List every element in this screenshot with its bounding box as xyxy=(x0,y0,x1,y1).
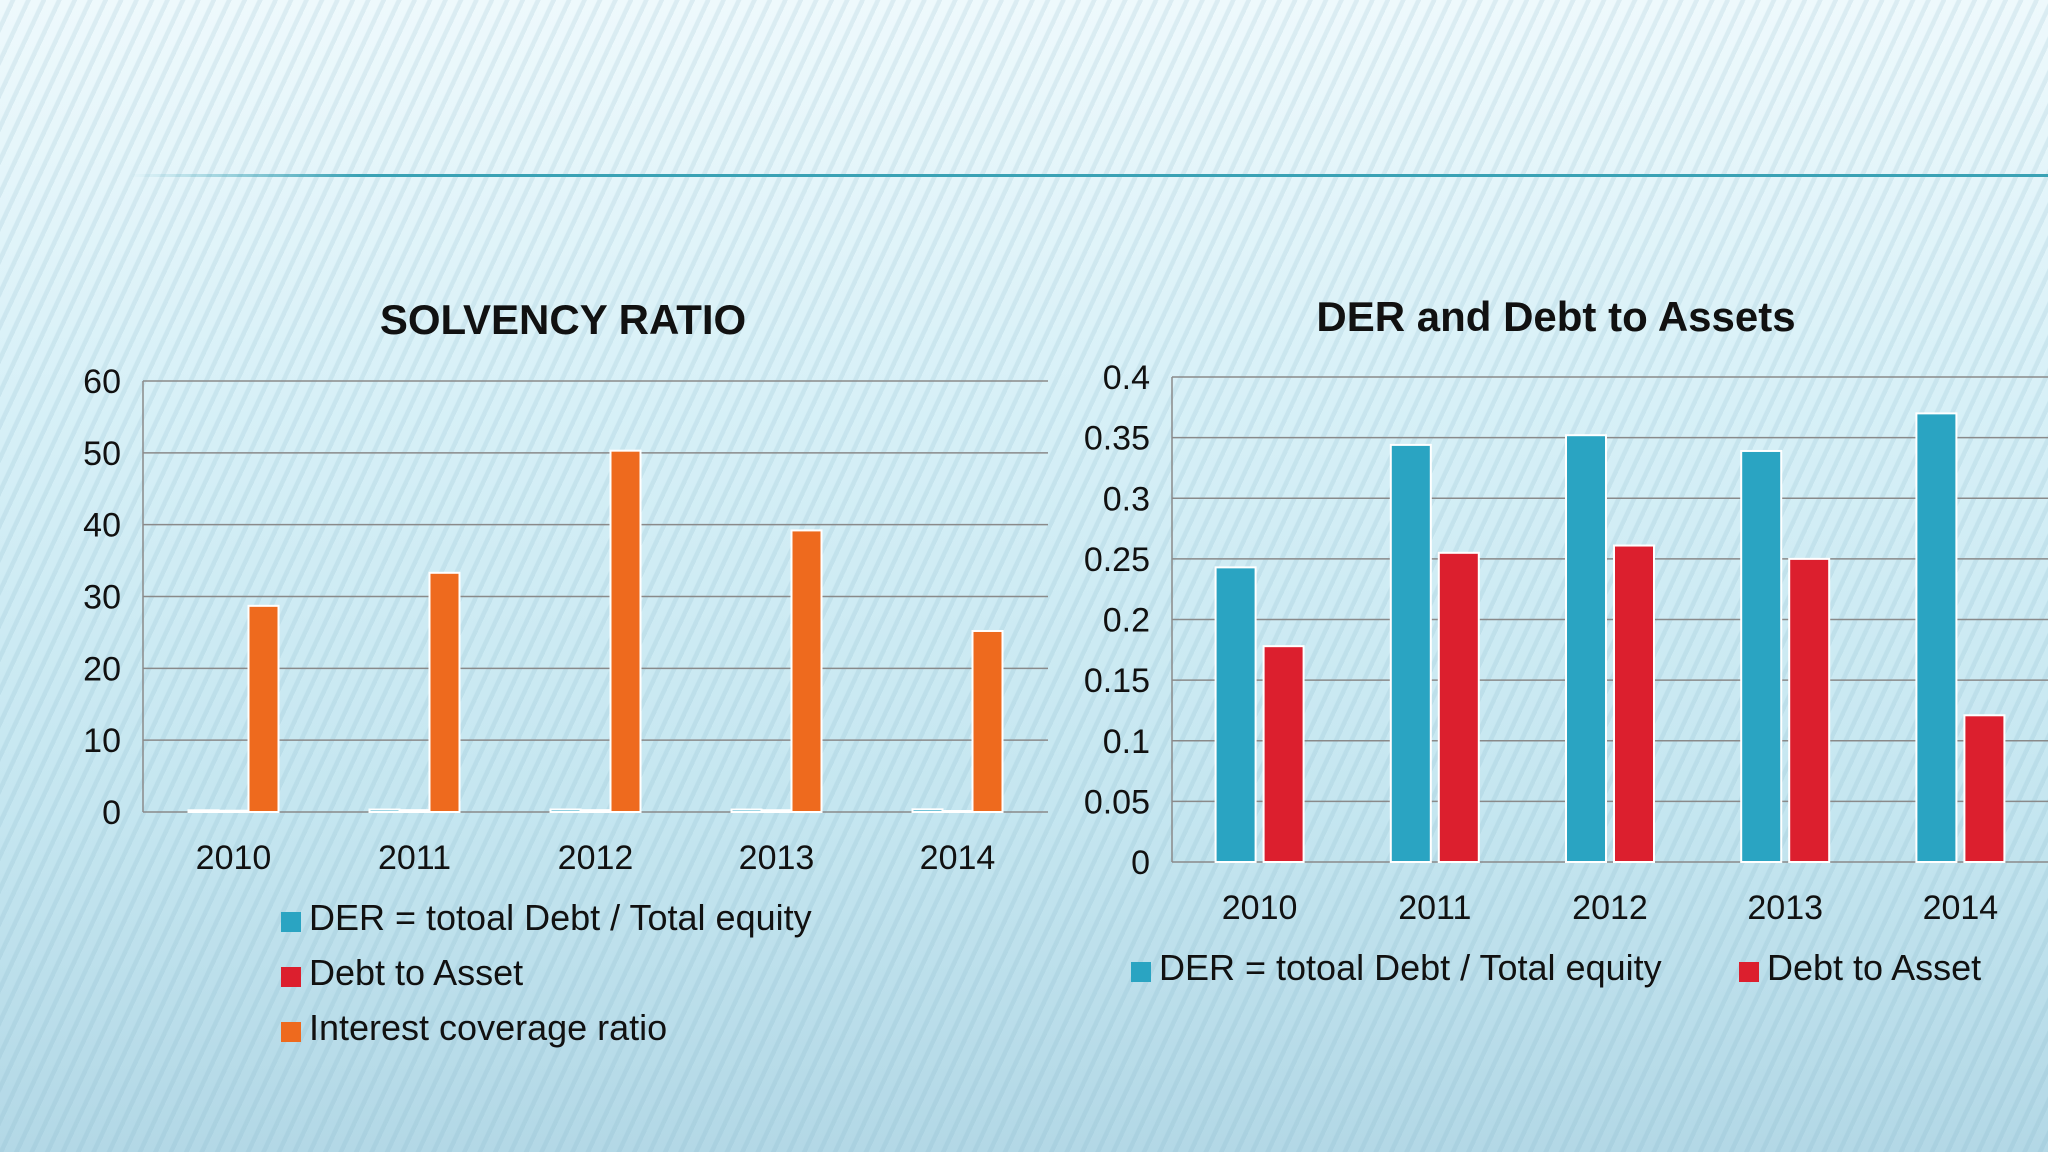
bar-interest-2010 xyxy=(247,604,280,813)
x-tick-label: 2012 xyxy=(1572,889,1648,927)
y-tick-label: 0 xyxy=(1131,844,1150,882)
legend-swatch xyxy=(281,912,301,932)
y-tick-label: 0.15 xyxy=(1084,662,1150,700)
bar-debt-2011 xyxy=(1437,551,1480,863)
y-tick-label: 20 xyxy=(83,650,121,688)
y-tick-label: 10 xyxy=(83,722,121,760)
x-tick-label: 2014 xyxy=(920,839,996,877)
legend-swatch xyxy=(281,1022,301,1042)
y-tick-label: 0 xyxy=(102,794,121,832)
bar-interest-2013 xyxy=(790,529,823,813)
y-tick-label: 0.2 xyxy=(1103,602,1150,640)
bar-der-2014 xyxy=(1915,412,1958,863)
legend-label: DER = totoal Debt / Total equity xyxy=(309,897,812,938)
y-tick-label: 0.1 xyxy=(1103,723,1150,761)
legend-swatch xyxy=(1739,962,1759,982)
legend-swatch xyxy=(1131,962,1151,982)
x-tick-label: 2012 xyxy=(558,839,634,877)
legend-label: DER = totoal Debt / Total equity xyxy=(1159,947,1662,988)
legend-label: Interest coverage ratio xyxy=(309,1007,667,1048)
x-tick-label: 2013 xyxy=(739,839,815,877)
bar-debt-2012 xyxy=(1613,544,1655,863)
chart-title: DER and Debt to Assets xyxy=(1316,293,1795,340)
header-rule xyxy=(130,174,2048,177)
legend-label: Debt to Asset xyxy=(309,952,523,993)
chart-title: SOLVENCY RATIO xyxy=(380,296,746,343)
y-tick-label: 30 xyxy=(83,579,121,617)
y-tick-label: 0.25 xyxy=(1084,541,1150,579)
y-tick-label: 0.35 xyxy=(1084,420,1150,458)
bar-interest-2012 xyxy=(609,449,642,813)
y-tick-label: 0.4 xyxy=(1103,359,1150,397)
x-tick-label: 2014 xyxy=(1923,889,1999,927)
x-tick-label: 2013 xyxy=(1747,889,1823,927)
bar-debt-2010 xyxy=(1262,645,1305,863)
bar-der-2010 xyxy=(1214,566,1257,863)
y-tick-label: 40 xyxy=(83,507,121,545)
x-tick-label: 2011 xyxy=(1398,889,1471,927)
y-tick-label: 60 xyxy=(83,363,121,401)
y-tick-label: 0.05 xyxy=(1084,783,1150,821)
y-tick-label: 0.3 xyxy=(1103,480,1150,518)
bar-interest-2014 xyxy=(971,629,1004,813)
x-tick-label: 2011 xyxy=(378,839,451,877)
legend-swatch xyxy=(281,967,301,987)
bar-debt-2013 xyxy=(1788,557,1831,863)
bar-interest-2011 xyxy=(428,571,461,813)
y-tick-label: 50 xyxy=(83,435,121,473)
bar-debt-2014 xyxy=(1963,714,2006,863)
bar-der-2013 xyxy=(1740,449,1783,863)
bar-der-2011 xyxy=(1389,443,1432,863)
x-tick-label: 2010 xyxy=(196,839,272,877)
bar-der-2012 xyxy=(1565,434,1607,863)
x-tick-label: 2010 xyxy=(1222,889,1298,927)
legend-label: Debt to Asset xyxy=(1767,947,1981,988)
